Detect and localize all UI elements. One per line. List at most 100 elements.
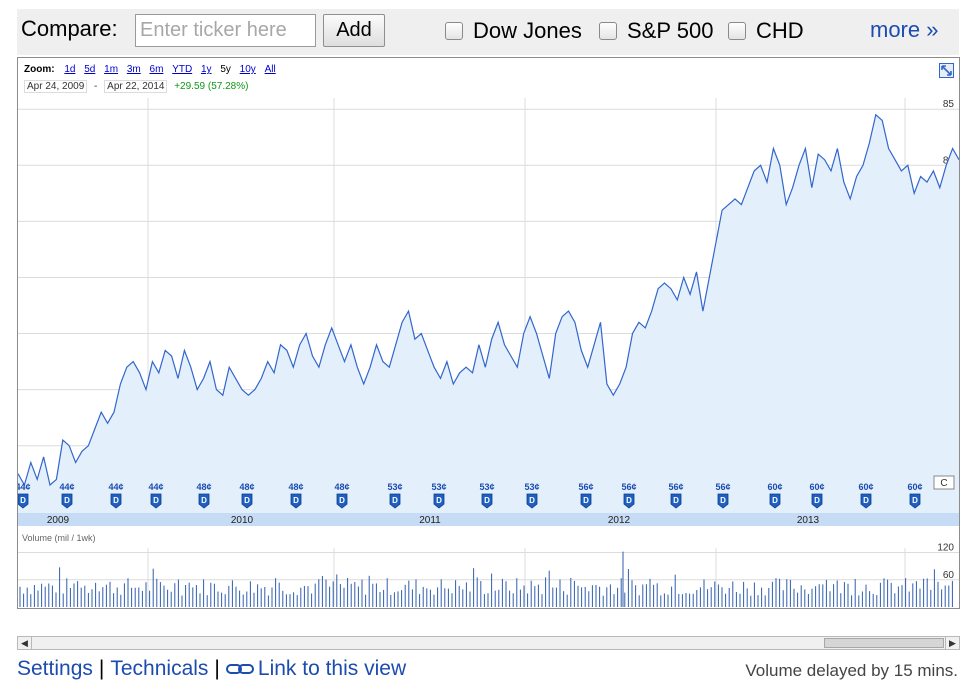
dividend-label: 53¢	[431, 482, 446, 492]
expand-icon[interactable]	[939, 63, 954, 78]
dividend-marker-letter: D	[863, 496, 869, 505]
dividend-marker-letter: D	[113, 496, 119, 505]
zoom-1m[interactable]: 1m	[104, 64, 119, 75]
zoom-5d[interactable]: 5d	[84, 64, 96, 75]
dividend-label: 60¢	[907, 482, 922, 492]
link-to-view-label: Link to this view	[257, 657, 407, 680]
dividend-marker-letter: D	[436, 496, 442, 505]
chart-frame: 8580757065605544¢D44¢D44¢D44¢D48¢D48¢D48…	[17, 57, 960, 609]
add-button[interactable]: Add	[323, 14, 385, 47]
x-year-label: 2011	[419, 515, 441, 526]
dividend-label: 44¢	[108, 482, 123, 492]
price-area	[18, 114, 959, 514]
dividend-marker-icon	[433, 493, 445, 509]
range-start-date[interactable]: Apr 24, 2009	[24, 80, 88, 93]
dividend-marker-letter: D	[626, 496, 632, 505]
footer-links: Settings | Technicals | Link to this view	[17, 657, 406, 681]
dividend-marker-letter: D	[772, 496, 778, 505]
dividend-marker-icon	[909, 493, 921, 509]
settings-link[interactable]: Settings	[17, 657, 93, 680]
split-marker-letter: C	[940, 478, 947, 489]
dividend-marker-icon	[18, 493, 29, 509]
compare-sp500-checkbox[interactable]: S&P 500	[599, 17, 713, 45]
dividend-label: 48¢	[196, 482, 211, 492]
dividend-label: 44¢	[148, 482, 163, 492]
checkbox-label: CHD	[756, 18, 804, 43]
dividend-label: 48¢	[239, 482, 254, 492]
dividend-marker-letter: D	[392, 496, 398, 505]
ticker-input[interactable]	[135, 14, 316, 47]
date-range: Apr 24, 2009 - Apr 22, 2014 +29.59 (57.2…	[24, 80, 249, 93]
dividend-label: 56¢	[715, 482, 730, 492]
dividend-label: 56¢	[621, 482, 636, 492]
dividend-marker-letter: D	[20, 496, 26, 505]
zoom-6m[interactable]: 6m	[149, 64, 164, 75]
range-end-date[interactable]: Apr 22, 2014	[104, 80, 168, 93]
price-line	[18, 113, 959, 487]
dividend-marker-icon	[717, 493, 729, 509]
dividend-marker-letter: D	[814, 496, 820, 505]
scroll-thumb[interactable]	[824, 638, 944, 648]
volume-delay-note: Volume delayed by 15 mins.	[745, 661, 958, 680]
more-link[interactable]: more »	[870, 17, 939, 42]
dividend-label: 53¢	[524, 482, 539, 492]
checkbox-box[interactable]	[728, 22, 746, 40]
zoom-label: Zoom:	[24, 64, 55, 75]
dividend-marker-letter: D	[912, 496, 918, 505]
dividend-marker-icon	[241, 493, 253, 509]
split-marker	[933, 475, 955, 490]
dividend-marker-letter: D	[64, 496, 70, 505]
zoom-all[interactable]: All	[264, 64, 276, 75]
compare-dow-jones-checkbox[interactable]: Dow Jones	[445, 17, 582, 45]
dividend-label: 44¢	[59, 482, 74, 492]
scroll-right-arrow-icon[interactable]: ▶	[945, 637, 959, 649]
divider: |	[214, 657, 220, 680]
dividend-label: 60¢	[809, 482, 824, 492]
dividend-marker-letter: D	[201, 496, 207, 505]
volume-tick-label: 60	[943, 570, 955, 581]
compare-label: Compare:	[21, 16, 118, 41]
dividend-marker-icon	[769, 493, 781, 509]
zoom-3m[interactable]: 3m	[126, 64, 141, 75]
technicals-link[interactable]: Technicals	[110, 657, 209, 680]
dividend-label: 56¢	[668, 482, 683, 492]
zoom-1y[interactable]: 1y	[200, 64, 212, 75]
year-band	[18, 513, 959, 526]
dividend-marker-icon	[389, 493, 401, 509]
checkbox-label: Dow Jones	[473, 18, 582, 43]
volume-tick-label: 120	[937, 543, 954, 554]
dividend-marker-letter: D	[583, 496, 589, 505]
link-to-view[interactable]: Link to this view	[225, 657, 407, 680]
range-separator: -	[94, 81, 98, 92]
compare-chd-checkbox[interactable]: CHD	[728, 17, 804, 45]
dividend-label: 60¢	[858, 482, 873, 492]
dividend-label: 53¢	[387, 482, 402, 492]
dividend-marker-icon	[198, 493, 210, 509]
dividend-label: 53¢	[479, 482, 494, 492]
zoom-5y-selected: 5y	[220, 64, 231, 75]
zoom-1d[interactable]: 1d	[64, 64, 76, 75]
dividend-marker-letter: D	[529, 496, 535, 505]
chart-svg[interactable]: 8580757065605544¢D44¢D44¢D44¢D48¢D48¢D48…	[18, 58, 959, 608]
dividend-marker-icon	[580, 493, 592, 509]
dividend-marker-icon	[670, 493, 682, 509]
compare-bar: Compare: Add Dow Jones S&P 500 CHD more …	[17, 9, 959, 55]
dividend-marker-letter: D	[673, 496, 679, 505]
x-year-label: 2013	[797, 515, 820, 526]
checkbox-box[interactable]	[599, 22, 617, 40]
dividend-marker-icon	[481, 493, 493, 509]
zoom-ytd[interactable]: YTD	[172, 64, 193, 75]
dividend-marker-icon	[290, 493, 302, 509]
scroll-left-arrow-icon[interactable]: ◀	[18, 637, 32, 649]
dividend-label: 48¢	[288, 482, 303, 492]
checkbox-box[interactable]	[445, 22, 463, 40]
dividend-marker-letter: D	[293, 496, 299, 505]
zoom-10y[interactable]: 10y	[239, 64, 256, 75]
dividend-marker-icon	[61, 493, 73, 509]
dividend-marker-letter: D	[720, 496, 726, 505]
range-change: +29.59 (57.28%)	[174, 81, 249, 92]
y-tick-label: 85	[943, 99, 955, 110]
x-year-label: 2009	[47, 515, 70, 526]
dividend-label: 60¢	[767, 482, 782, 492]
timeline-scrollbar[interactable]: ◀ ▶	[17, 636, 960, 650]
